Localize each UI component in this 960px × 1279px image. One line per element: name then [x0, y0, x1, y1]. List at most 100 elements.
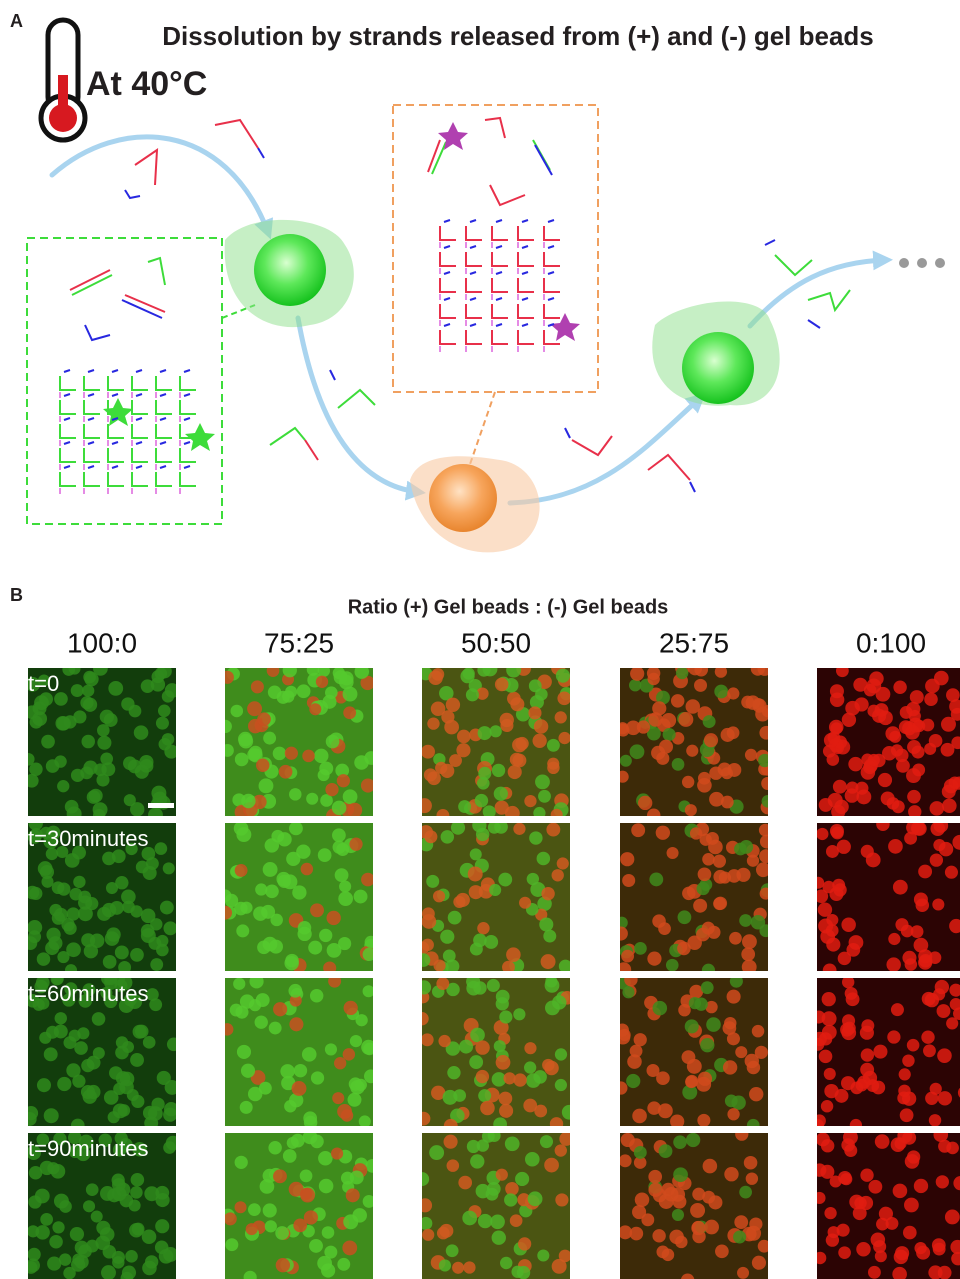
bead	[882, 746, 897, 761]
bead	[689, 997, 701, 1009]
bead	[746, 1172, 758, 1184]
bead	[235, 1156, 248, 1169]
bead	[930, 821, 945, 836]
bead	[122, 1041, 134, 1053]
bead	[470, 848, 482, 860]
bead	[756, 862, 771, 877]
bead	[690, 1203, 705, 1218]
bead	[838, 1246, 851, 1259]
bead	[620, 755, 632, 767]
bead	[667, 847, 679, 859]
bead	[77, 1027, 89, 1039]
strand	[64, 418, 70, 420]
bead	[715, 665, 727, 677]
bead	[848, 757, 863, 772]
strand	[64, 442, 70, 444]
bead	[159, 1249, 174, 1264]
bead	[476, 828, 489, 841]
bead	[686, 1133, 700, 1147]
bead	[122, 901, 135, 914]
bead	[86, 1183, 99, 1196]
bead	[59, 1253, 71, 1265]
bead	[527, 873, 539, 885]
bead	[463, 1261, 475, 1273]
strand	[492, 278, 508, 292]
bead	[115, 945, 129, 959]
bead	[311, 1071, 324, 1084]
bead	[104, 1090, 119, 1105]
strand	[84, 472, 100, 486]
bead	[937, 1004, 951, 1018]
bead	[476, 1070, 489, 1083]
bead	[429, 464, 497, 532]
strand	[156, 376, 172, 390]
bead	[555, 711, 567, 723]
strand	[440, 278, 456, 292]
strand	[112, 394, 118, 396]
strand	[544, 226, 560, 240]
bead	[666, 959, 679, 972]
bead	[475, 1040, 489, 1054]
bead	[121, 697, 134, 710]
bead	[221, 671, 234, 684]
bead	[835, 1089, 849, 1103]
strand	[518, 278, 534, 292]
strand	[180, 400, 196, 414]
bead	[52, 912, 65, 925]
bead	[902, 1131, 916, 1145]
bead	[529, 831, 542, 844]
bead	[824, 1068, 836, 1080]
bead	[470, 1028, 485, 1043]
bead	[37, 952, 51, 966]
strand	[108, 472, 124, 486]
bead	[139, 755, 153, 769]
column-label: 75:25	[264, 627, 334, 658]
bead	[125, 1250, 138, 1263]
bead	[524, 1042, 536, 1054]
bead	[259, 778, 274, 793]
bead	[734, 1215, 748, 1229]
bead	[739, 1186, 752, 1199]
bead	[902, 1054, 914, 1066]
bead	[528, 706, 541, 719]
bead	[48, 936, 62, 950]
bead	[929, 734, 943, 748]
bead	[83, 761, 97, 775]
bead	[669, 1230, 684, 1245]
strand	[492, 304, 508, 318]
bead	[868, 1266, 881, 1279]
image-background	[422, 978, 570, 1126]
bead	[510, 697, 524, 711]
strand	[184, 370, 190, 372]
bead	[538, 790, 551, 803]
bead	[630, 1045, 643, 1058]
strand	[60, 400, 76, 414]
strand	[548, 246, 554, 248]
bead	[651, 746, 665, 760]
bead	[55, 716, 70, 731]
bead	[895, 918, 908, 931]
bead	[131, 1095, 144, 1108]
bead	[849, 1195, 864, 1210]
strand	[496, 246, 502, 248]
bead	[303, 1111, 317, 1125]
bead	[727, 763, 741, 777]
bead	[108, 1111, 120, 1123]
bead	[818, 903, 832, 917]
bead	[735, 1046, 747, 1058]
bead	[97, 736, 111, 750]
bead	[44, 1108, 59, 1123]
bead	[473, 934, 487, 948]
bead	[439, 1259, 451, 1271]
bead	[348, 1093, 362, 1107]
bead	[833, 780, 847, 794]
bead	[257, 941, 271, 955]
bead	[298, 927, 312, 941]
bead	[268, 1141, 281, 1154]
strand	[522, 220, 528, 222]
green-inset	[27, 238, 222, 524]
bead	[857, 1075, 870, 1088]
bead	[734, 843, 747, 856]
bead	[444, 1119, 458, 1133]
orange-inset	[393, 105, 598, 392]
